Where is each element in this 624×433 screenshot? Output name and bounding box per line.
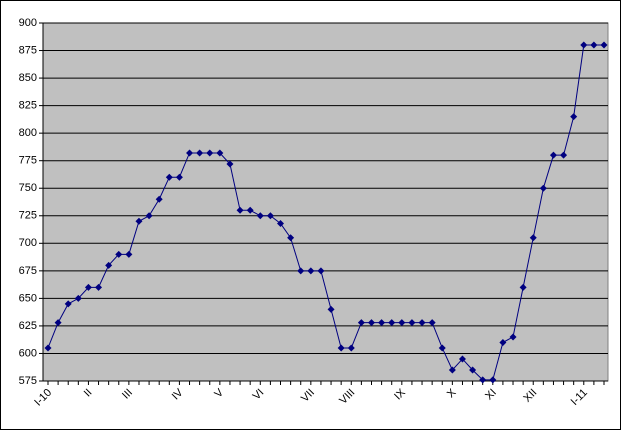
data-point bbox=[145, 212, 153, 220]
plot-background bbox=[42, 22, 609, 382]
data-point bbox=[539, 184, 547, 192]
data-point bbox=[196, 149, 204, 157]
data-point bbox=[398, 319, 406, 327]
data-point bbox=[560, 151, 568, 159]
data-point bbox=[64, 300, 72, 308]
data-point bbox=[287, 234, 295, 242]
data-point bbox=[266, 212, 274, 220]
y-tick-label: 675 bbox=[19, 265, 37, 277]
data-point bbox=[529, 234, 537, 242]
data-point bbox=[438, 344, 446, 352]
data-point bbox=[297, 267, 305, 275]
data-point bbox=[277, 219, 285, 227]
data-point bbox=[367, 319, 375, 327]
y-tick-label: 900 bbox=[19, 17, 37, 29]
data-point bbox=[388, 319, 396, 327]
y-tick-label: 850 bbox=[19, 72, 37, 84]
data-point bbox=[44, 344, 52, 352]
data-point bbox=[590, 41, 598, 49]
data-point bbox=[226, 160, 234, 168]
y-tick-label: 650 bbox=[19, 292, 37, 304]
data-point bbox=[549, 151, 557, 159]
y-tick-label: 575 bbox=[19, 375, 37, 387]
data-point bbox=[357, 319, 365, 327]
data-point bbox=[105, 261, 113, 269]
data-point bbox=[236, 206, 244, 214]
data-point bbox=[84, 283, 92, 291]
data-point bbox=[428, 319, 436, 327]
data-point bbox=[570, 113, 578, 121]
data-point bbox=[499, 338, 507, 346]
data-point bbox=[479, 376, 487, 384]
y-tick-label: 775 bbox=[19, 155, 37, 167]
y-tick-label: 700 bbox=[19, 237, 37, 249]
data-point bbox=[95, 283, 103, 291]
data-point bbox=[347, 344, 355, 352]
data-point bbox=[256, 212, 264, 220]
y-tick-label: 725 bbox=[19, 210, 37, 222]
data-point bbox=[175, 173, 183, 181]
y-tick-label: 800 bbox=[19, 127, 37, 139]
data-point bbox=[54, 319, 62, 327]
data-point bbox=[74, 294, 82, 302]
data-point bbox=[125, 250, 133, 258]
data-point bbox=[155, 195, 163, 203]
data-point bbox=[519, 283, 527, 291]
data-point bbox=[307, 267, 315, 275]
data-point bbox=[317, 267, 325, 275]
data-point bbox=[165, 173, 173, 181]
data-point bbox=[408, 319, 416, 327]
data-point bbox=[580, 41, 588, 49]
y-tick-label: 625 bbox=[19, 320, 37, 332]
y-tick-label: 825 bbox=[19, 100, 37, 112]
data-point bbox=[206, 149, 214, 157]
y-tick-label: 600 bbox=[19, 347, 37, 359]
data-point bbox=[458, 355, 466, 363]
data-point bbox=[378, 319, 386, 327]
data-point bbox=[186, 149, 194, 157]
y-tick-label: 875 bbox=[19, 44, 37, 56]
data-point bbox=[337, 344, 345, 352]
data-point bbox=[509, 333, 517, 341]
data-point bbox=[448, 366, 456, 374]
data-point bbox=[418, 319, 426, 327]
y-tick-label: 750 bbox=[19, 182, 37, 194]
data-point bbox=[469, 366, 477, 374]
data-point bbox=[327, 305, 335, 313]
data-point bbox=[489, 376, 497, 384]
data-point bbox=[600, 41, 608, 49]
data-point bbox=[135, 217, 143, 225]
data-point bbox=[115, 250, 123, 258]
data-point bbox=[216, 149, 224, 157]
data-point bbox=[246, 206, 254, 214]
